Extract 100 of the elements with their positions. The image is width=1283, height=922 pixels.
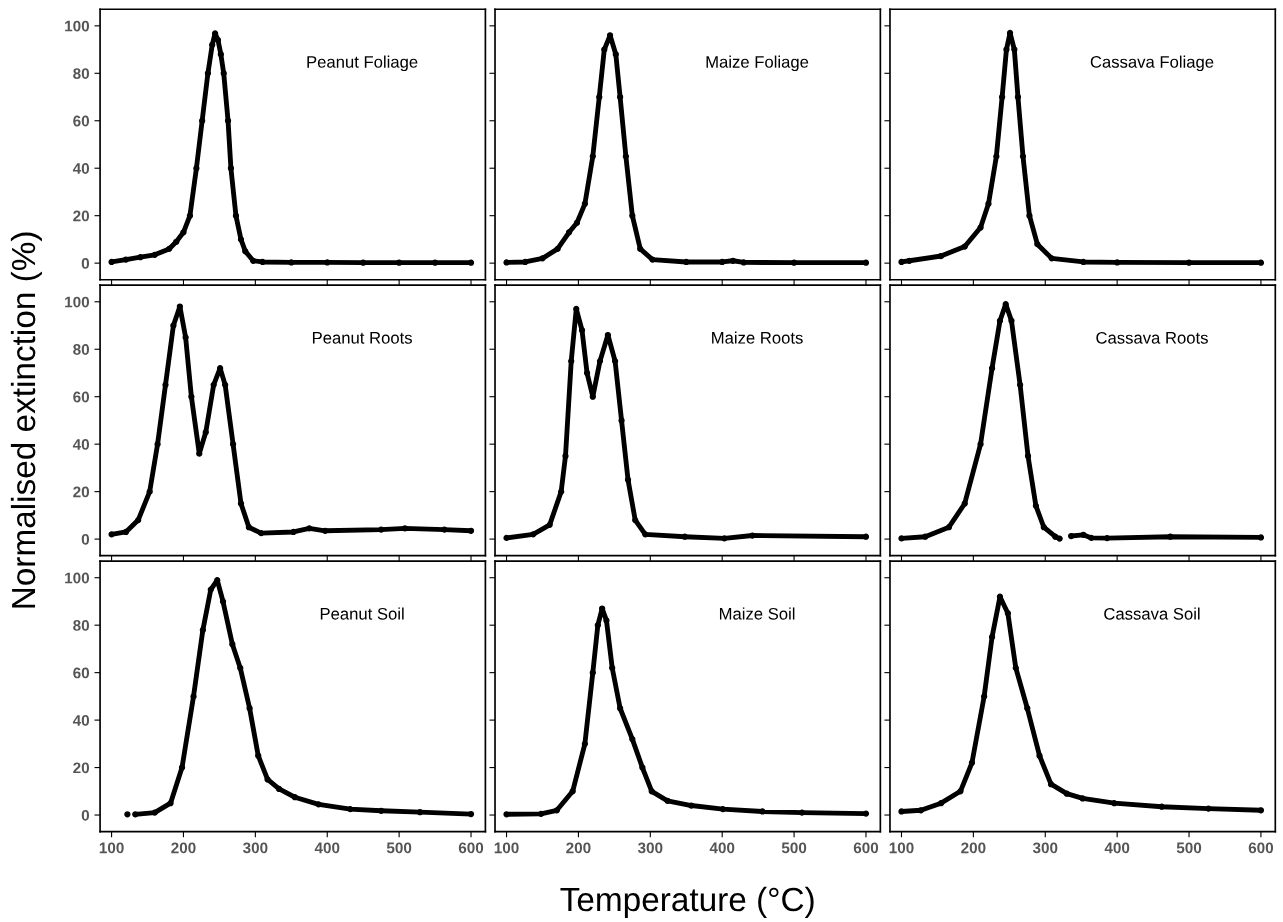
point	[1024, 452, 1032, 460]
y-tick-label: 100	[65, 296, 90, 308]
point	[977, 441, 984, 448]
y-tick-label: 80	[73, 344, 90, 355]
point	[232, 212, 240, 219]
point	[173, 238, 180, 245]
point	[1052, 533, 1059, 540]
annotation: Peanut Roots	[312, 332, 412, 344]
point	[1004, 610, 1012, 617]
point	[237, 500, 245, 507]
point	[642, 531, 649, 538]
x-tick-label: 600	[1248, 842, 1274, 854]
point	[146, 488, 153, 495]
point	[862, 533, 870, 540]
point	[583, 369, 591, 377]
point	[441, 526, 448, 533]
y-tick-label: 100	[65, 572, 90, 584]
point	[578, 327, 586, 334]
point	[922, 533, 929, 540]
point	[558, 488, 565, 495]
point	[1063, 790, 1070, 797]
point	[993, 153, 1000, 160]
point	[193, 165, 200, 172]
x-tick-label: 200	[961, 842, 986, 854]
x-tick-label: 400	[314, 842, 340, 854]
x-tick-label: 500	[781, 842, 807, 854]
point	[290, 528, 297, 536]
point	[790, 259, 798, 266]
point	[977, 224, 984, 231]
point	[565, 229, 573, 236]
y-tick-label: 100	[65, 20, 90, 32]
point	[1003, 46, 1010, 53]
point	[190, 693, 197, 700]
point	[229, 441, 237, 448]
x-tick-label: 300	[1032, 842, 1058, 854]
point	[1088, 534, 1095, 542]
point	[999, 93, 1006, 101]
x-tick-label: 200	[566, 842, 591, 854]
point	[1056, 535, 1063, 542]
point	[546, 521, 553, 528]
point	[629, 735, 636, 743]
point	[957, 788, 964, 795]
point	[1079, 795, 1086, 802]
annotation: Cassava Foliage	[1090, 55, 1214, 72]
point	[898, 258, 905, 266]
point	[237, 664, 244, 672]
point	[688, 802, 695, 809]
point	[589, 393, 596, 400]
point	[186, 212, 194, 219]
point	[202, 429, 209, 436]
point	[945, 524, 953, 531]
x-tick-label: 500	[1176, 842, 1202, 854]
point	[1048, 255, 1055, 262]
point	[862, 810, 870, 817]
point	[996, 593, 1004, 600]
point	[154, 441, 161, 448]
point	[222, 381, 229, 388]
point	[324, 259, 331, 266]
point	[1103, 535, 1111, 542]
point	[616, 93, 624, 101]
point	[562, 452, 569, 460]
point	[255, 752, 262, 759]
point	[988, 633, 996, 641]
x-axis-title: Temperature (°C)	[560, 886, 814, 918]
point	[539, 255, 546, 262]
point	[467, 810, 475, 818]
y-tick-label: 20	[73, 210, 90, 222]
point	[609, 664, 616, 672]
point	[1167, 533, 1174, 540]
point	[721, 535, 728, 542]
point	[1114, 259, 1121, 266]
point	[719, 258, 726, 266]
y-tick-label: 20	[73, 486, 90, 498]
point	[981, 693, 988, 700]
annotation: Maize Foliage	[706, 55, 809, 72]
x-tick-label: 100	[99, 842, 124, 854]
y-tick-label: 60	[73, 115, 90, 127]
point	[214, 36, 222, 44]
point	[554, 245, 561, 253]
point	[589, 669, 596, 676]
point	[898, 808, 905, 815]
point	[151, 251, 158, 258]
point	[530, 531, 537, 538]
point	[581, 740, 589, 747]
point	[589, 153, 596, 160]
point	[639, 764, 646, 771]
point	[220, 70, 227, 77]
point	[207, 586, 214, 593]
point	[649, 256, 656, 263]
point	[199, 117, 206, 124]
point	[1011, 46, 1018, 53]
point	[729, 257, 737, 264]
point	[898, 535, 905, 542]
point	[1158, 803, 1165, 810]
annotation: Peanut Foliage	[307, 55, 418, 72]
point	[522, 258, 529, 266]
y-tick-label: 20	[73, 762, 90, 774]
point	[306, 525, 313, 532]
point	[288, 259, 295, 266]
point	[182, 334, 189, 341]
